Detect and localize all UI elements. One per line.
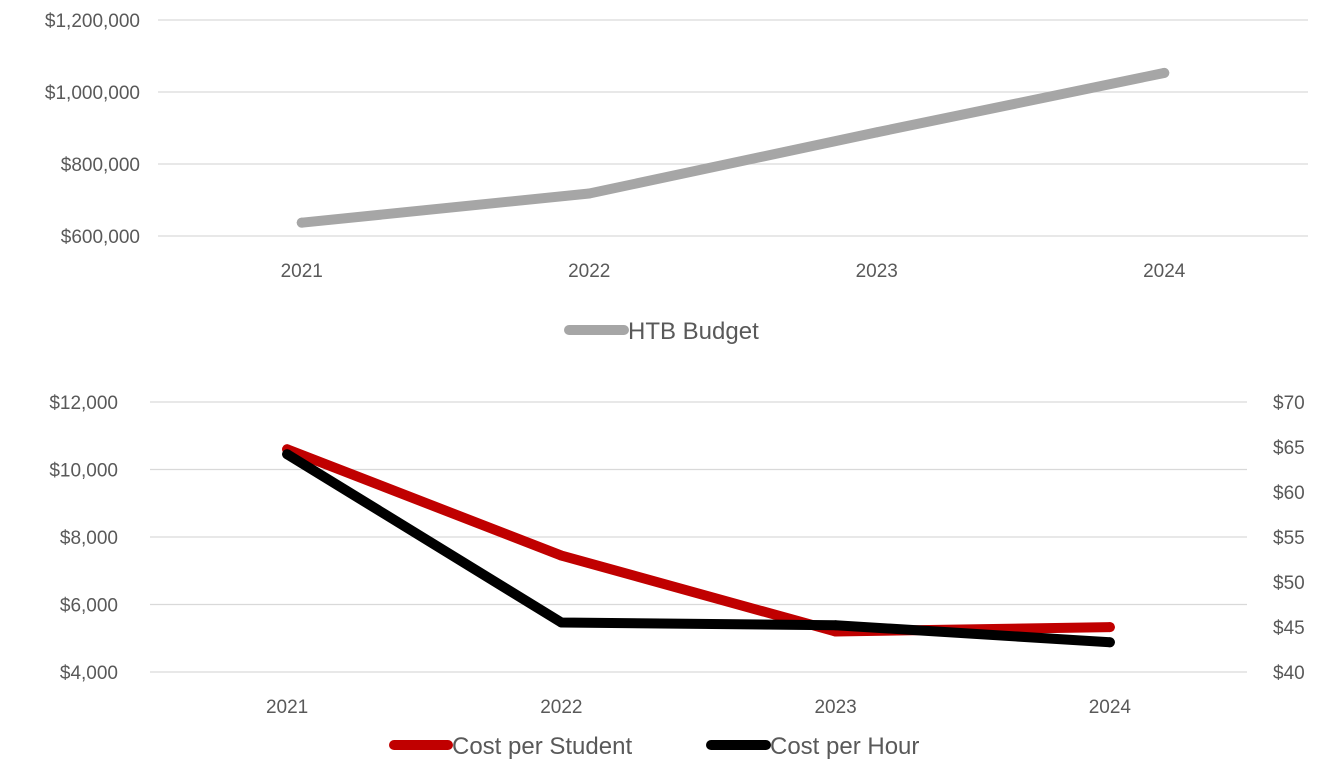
series-line-cost-per-hour	[282, 449, 1115, 648]
y-tick-label: $1,200,000	[45, 11, 140, 32]
y2-tick-label: $55	[1273, 528, 1305, 549]
data-point	[296, 217, 307, 228]
y-tick-label: $12,000	[49, 393, 118, 414]
legend-label: Cost per Hour	[770, 733, 919, 760]
x-tick-label: 2021	[266, 697, 308, 718]
cost-chart: $4,000 $6,000 $8,000 $10,000 $12,000 $40 $45 $5…	[49, 393, 1305, 760]
series-line-htb-budget	[296, 67, 1170, 228]
y-tick-label: $800,000	[61, 155, 140, 176]
data-point	[584, 188, 595, 199]
y2-tick-label: $65	[1273, 438, 1305, 459]
y-tick-label: $600,000	[61, 227, 140, 248]
data-point	[556, 550, 567, 561]
y2-tick-label: $70	[1273, 393, 1305, 414]
data-point	[871, 127, 882, 138]
y2-tick-label: $40	[1273, 663, 1305, 684]
y-tick-label: $6,000	[60, 596, 118, 617]
legend-label: Cost per Student	[452, 733, 632, 760]
y-tick-label: $4,000	[60, 663, 118, 684]
data-point	[1159, 67, 1170, 78]
data-point	[1104, 622, 1115, 633]
x-tick-label: 2023	[856, 261, 898, 282]
x-tick-label: 2021	[281, 261, 323, 282]
legend-label: HTB Budget	[628, 318, 759, 345]
data-point	[1104, 637, 1115, 648]
y2-tick-label: $60	[1273, 483, 1305, 504]
y-tick-label: $10,000	[49, 461, 118, 482]
y2-tick-label: $45	[1273, 618, 1305, 639]
y2-tick-label: $50	[1273, 573, 1305, 594]
data-point	[556, 617, 567, 628]
y-tick-label: $8,000	[60, 528, 118, 549]
x-tick-label: 2024	[1143, 261, 1186, 282]
htb-budget-chart: $600,000 $800,000 $1,000,000 $1,200,000 2021…	[45, 11, 1308, 345]
x-tick-label: 2022	[568, 261, 610, 282]
x-tick-label: 2022	[540, 697, 582, 718]
y-tick-label: $1,000,000	[45, 83, 140, 104]
data-point	[830, 620, 841, 631]
data-point	[282, 449, 293, 460]
x-tick-label: 2024	[1089, 697, 1132, 718]
x-tick-label: 2023	[814, 697, 856, 718]
